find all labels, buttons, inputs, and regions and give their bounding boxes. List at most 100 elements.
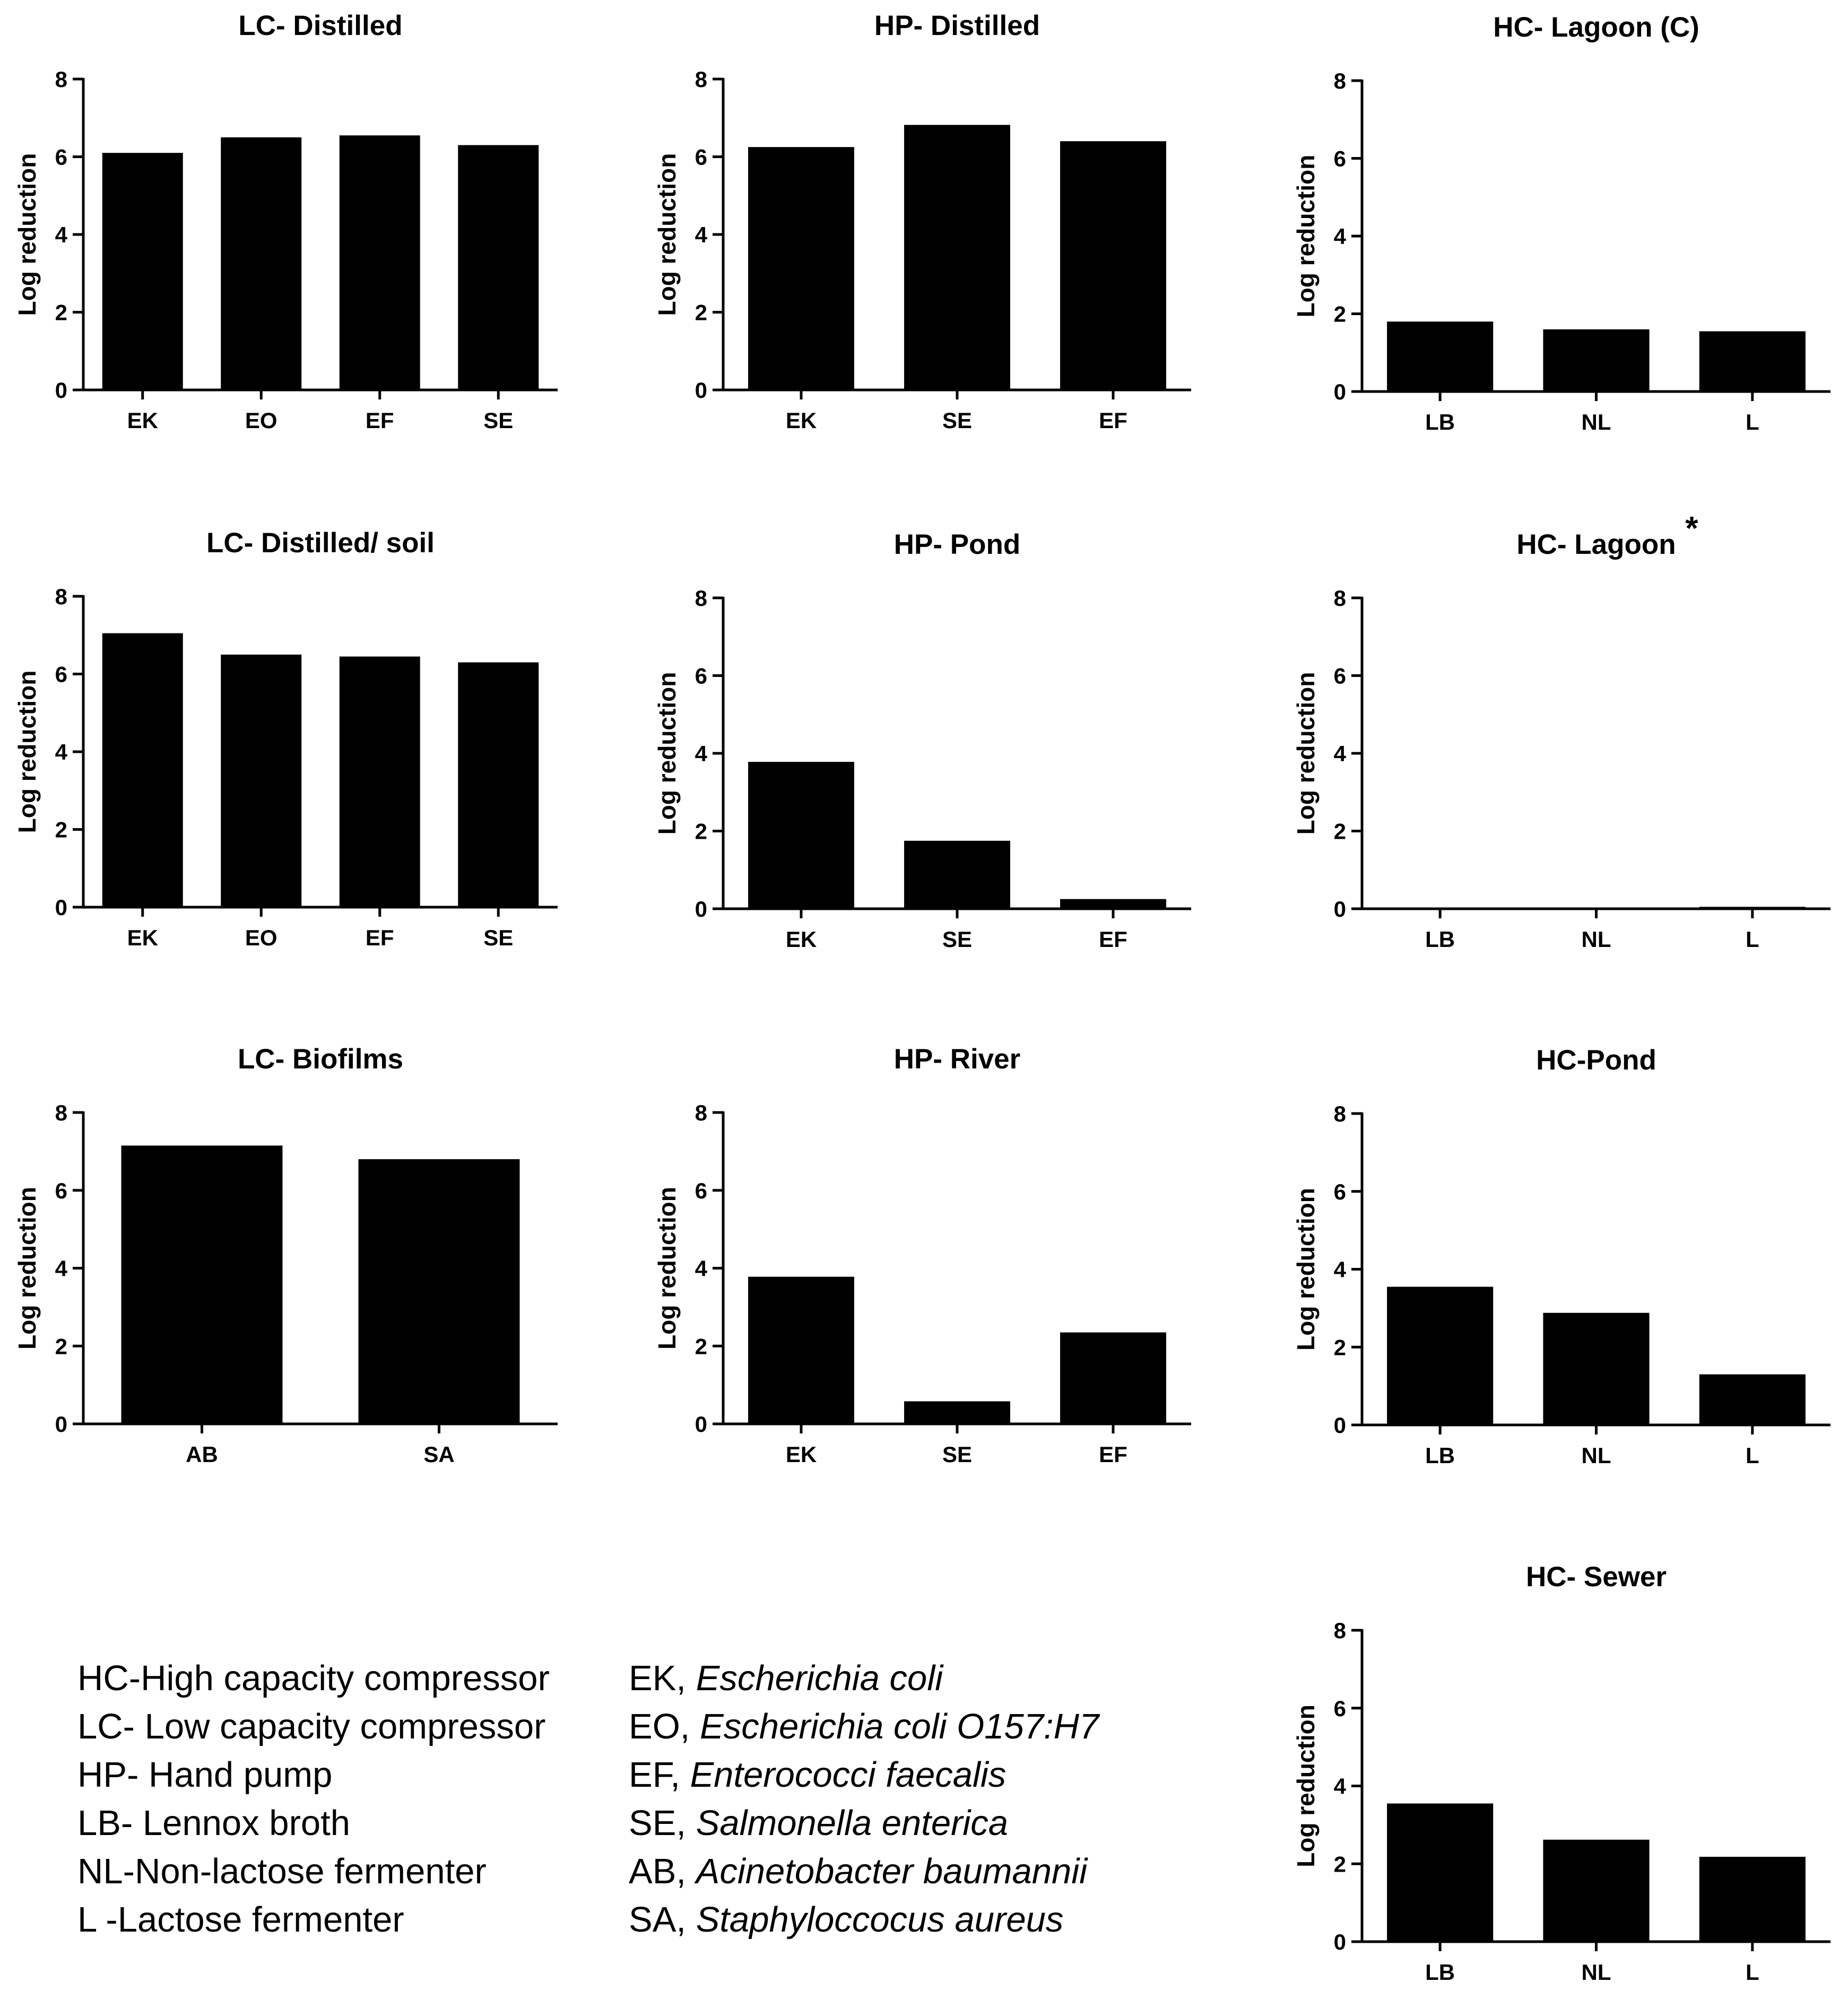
y-tick-label: 0 [695,897,707,921]
y-axis-label: Log reduction [1292,1188,1320,1351]
x-tick-label-l: L [1746,927,1759,952]
bar-l [1699,907,1806,909]
x-tick-label-ek: EK [127,925,158,950]
chart-title: LC- Biofilms [238,1044,403,1075]
bar-ek [102,153,183,390]
y-tick-label: 4 [695,1256,708,1281]
y-tick-label: 2 [55,818,67,842]
bar-se [904,1401,1010,1424]
x-tick-label-l: L [1746,1960,1759,1985]
y-tick-label: 2 [695,300,707,325]
bar-l [1699,1374,1806,1425]
bar-se [458,662,539,907]
y-tick-label: 0 [1334,379,1346,404]
x-tick-label-lb: LB [1425,1443,1455,1468]
bar-ab [121,1145,283,1424]
x-tick-label-l: L [1746,1443,1759,1468]
y-tick-label: 8 [695,586,707,611]
x-tick-label-ek: EK [786,1442,817,1467]
y-tick-label: 2 [1334,302,1346,327]
x-tick-label-ab: AB [186,1442,218,1467]
chart-panel-lc-distilled-soil: LC- Distilled/ soil Log reduction 0 2 4 6 8 EK E… [13,527,558,950]
bar-l [1699,1857,1806,1942]
species-name: Escherichia coli O157:H7 [700,1707,1099,1746]
chart-panel-hp-distilled: HP- Distilled Log reduction 0 2 4 6 8 EK SE EF [653,10,1191,433]
bar-ef [1060,899,1166,909]
y-axis-label: Log reduction [1292,1705,1320,1867]
x-tick-label-lb: LB [1425,1960,1455,1985]
bar-se [904,125,1010,390]
y-axis-label: Log reduction [1292,672,1320,835]
legend-species-eo: EO, Escherichia coli O157:H7 [629,1702,1099,1751]
y-tick-label: 6 [1334,146,1346,171]
y-tick-label: 4 [55,740,68,764]
legend-abbrev-lc: LC- Low capacity compressor [77,1707,546,1746]
y-tick-label: 6 [695,145,707,170]
chart-panel-hp-pond: HP- Pond Log reduction 0 2 4 6 8 EK SE EF [653,529,1191,952]
bar-lb [1387,321,1494,392]
bar-lb [1387,1803,1494,1942]
x-tick-label-se: SE [942,1442,972,1467]
species-code: EF, [629,1755,680,1795]
chart-title: HC- Lagoon [1516,529,1676,560]
y-tick-label: 2 [55,1334,67,1359]
y-tick-label: 0 [55,895,67,920]
chart-title: HP- Pond [894,529,1020,560]
bar-nl [1543,1312,1650,1425]
x-tick-label-se: SE [942,927,972,952]
species-code: EO, [629,1707,690,1746]
chart-title: HC- Lagoon (C) [1493,12,1699,43]
y-axis-label: Log reduction [653,153,681,316]
y-tick-label: 8 [695,67,707,92]
legend-abbrev-lb: LB- Lennox broth [77,1803,351,1843]
bar-nl [1543,1839,1650,1942]
chart-title: HC- Sewer [1526,1561,1667,1593]
legend-species-sa: SA, Staphyloccocus aureus [629,1896,1099,1944]
chart-panel-lc-distilled: LC- Distilled Log reduction 0 2 4 6 8 EK EO EF SE [13,10,558,433]
bar-se [458,145,539,390]
y-tick-label: 0 [1334,1413,1346,1438]
y-tick-label: 4 [1334,741,1347,766]
species-name: Enterococci faecalis [690,1755,1007,1795]
y-tick-label: 6 [55,145,67,170]
bar-l [1699,331,1806,392]
chart-title: LC- Distilled/ soil [206,527,435,559]
chart-panel-hc-pond: HC-Pond Log reduction 0 2 4 6 8 LB NL L [1292,1045,1830,1468]
y-tick-label: 8 [55,1100,67,1125]
x-tick-label-ek: EK [786,927,817,952]
y-tick-label: 2 [55,300,67,325]
bar-eo [221,654,302,907]
y-axis-label: Log reduction [653,672,681,835]
species-name: Salmonella enterica [696,1803,1009,1843]
bar-nl [1543,329,1650,392]
chart-title: HC-Pond [1536,1045,1656,1076]
x-tick-label-ef: EF [1099,408,1127,433]
y-axis-label: Log reduction [1292,155,1320,318]
title-asterisk: * [1685,510,1698,547]
y-axis-label: Log reduction [13,671,41,833]
bar-lb [1387,1286,1494,1425]
bar-ef [1060,1332,1166,1424]
x-tick-label-eo: EO [245,408,277,433]
species-code: EK, [629,1658,686,1698]
species-code: SE, [629,1803,686,1843]
x-tick-label-ef: EF [1099,927,1127,952]
x-tick-label-sa: SA [423,1442,454,1467]
y-tick-label: 6 [1334,1696,1346,1721]
x-tick-label-se: SE [942,408,972,433]
y-axis-label: Log reduction [13,1187,41,1350]
bar-ek [748,762,854,909]
species-code: AB, [629,1851,686,1891]
x-tick-label-nl: NL [1582,1443,1611,1468]
x-tick-label-lb: LB [1425,927,1455,952]
bar-sa [358,1159,520,1424]
bar-ek [102,633,183,907]
x-tick-label-eo: EO [245,925,277,950]
y-tick-label: 2 [1334,1335,1346,1360]
abbreviation-legend: HC-High capacity compressor LC- Low capa… [77,1654,550,1944]
y-tick-label: 0 [55,1412,67,1437]
y-tick-label: 4 [55,222,68,247]
y-tick-label: 6 [55,1178,67,1203]
y-tick-label: 6 [1334,664,1346,689]
species-name: Escherichia coli [696,1658,943,1698]
